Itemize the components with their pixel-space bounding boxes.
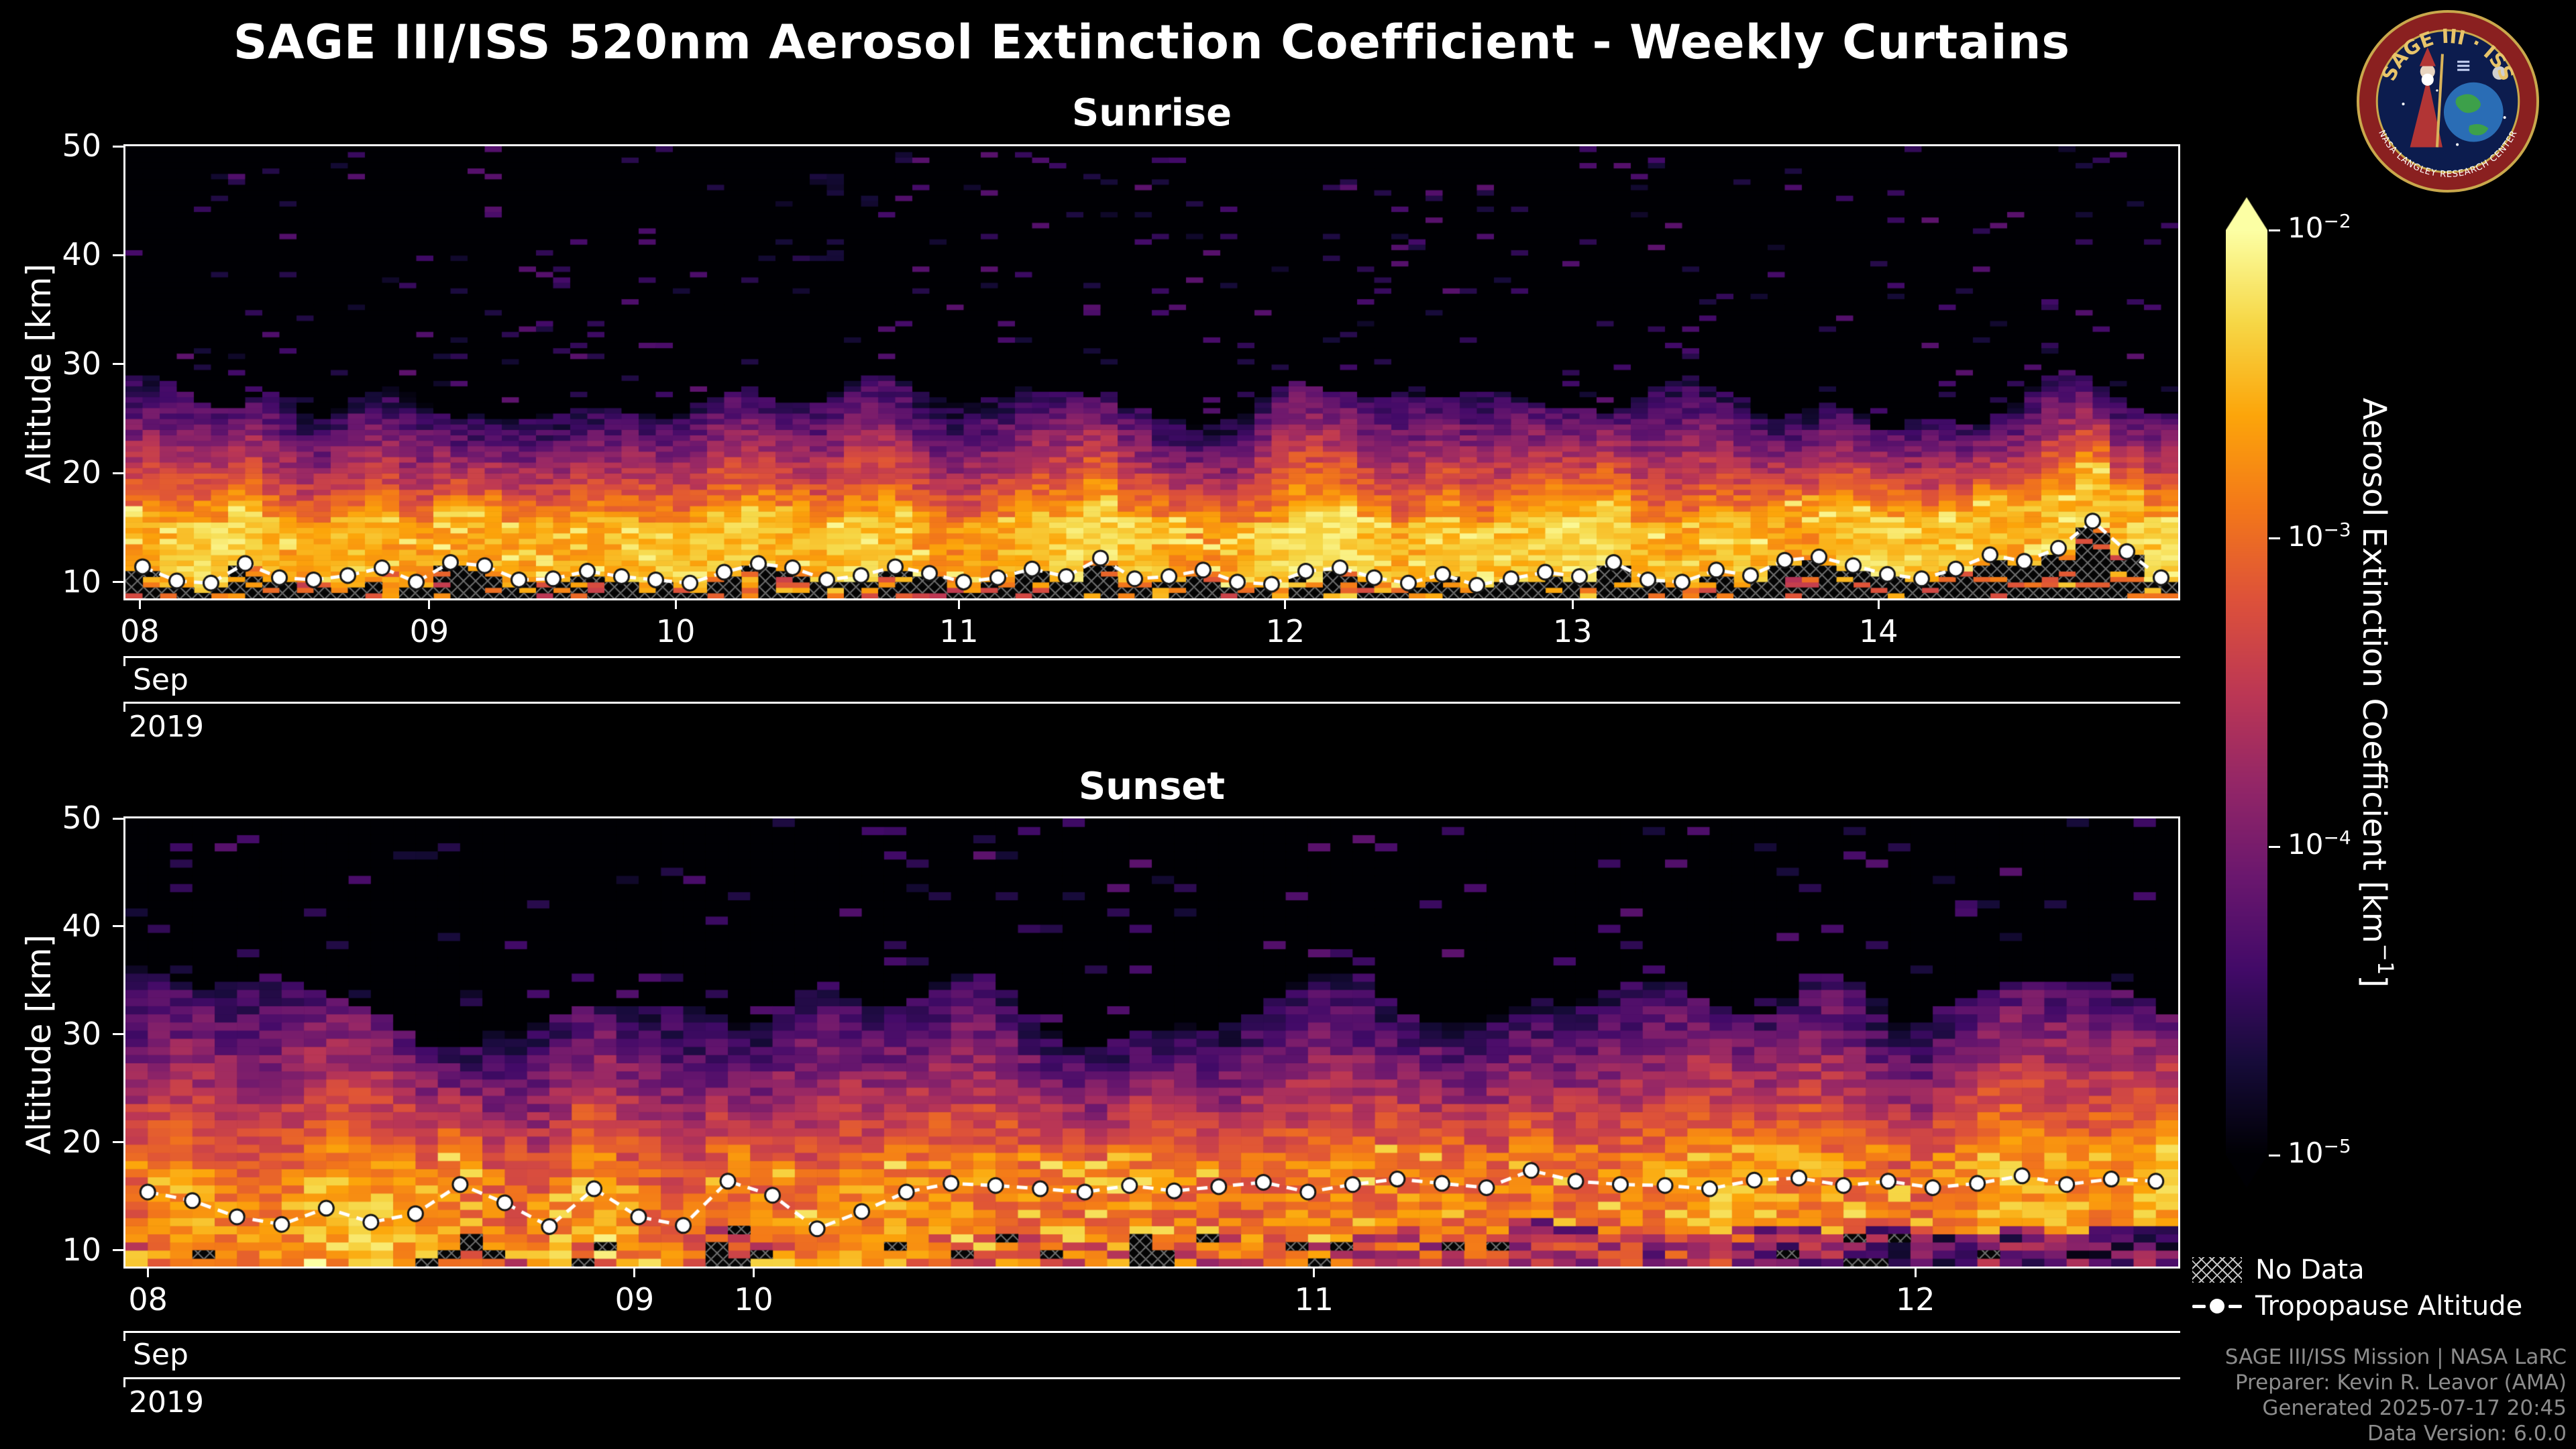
y-tick bbox=[113, 925, 123, 928]
x-tick bbox=[1914, 1267, 1917, 1277]
sunset-panel-title: Sunset bbox=[1078, 765, 1226, 808]
credit-preparer: Preparer: Kevin R. Leavor (AMA) bbox=[2235, 1371, 2567, 1395]
x-tick bbox=[147, 1267, 150, 1277]
y-tick-label: 20 bbox=[62, 454, 101, 491]
x-tick bbox=[1877, 598, 1880, 609]
x-tick bbox=[957, 598, 960, 609]
legend-no-data-row: No Data bbox=[2192, 1252, 2522, 1288]
y-tick bbox=[113, 472, 123, 474]
colorbar-tick bbox=[2269, 845, 2280, 848]
sunset-curtain-plot: 10 20 30 40 50 08 09 10 11 12 bbox=[62, 800, 2180, 1318]
credit-generated: Generated 2025-07-17 20:45 bbox=[2262, 1396, 2567, 1420]
y-tick-label: 20 bbox=[62, 1123, 101, 1160]
sunrise-curtain-plot: 10 20 30 40 50 08 09 10 11 12 13 14 bbox=[62, 127, 2180, 649]
sunset-month-axis-line bbox=[123, 1331, 2180, 1341]
x-tick-label: 11 bbox=[939, 613, 979, 649]
colorbar-gradient bbox=[2226, 197, 2267, 1188]
colorbar bbox=[2226, 197, 2267, 1188]
y-tick bbox=[113, 254, 123, 256]
y-tick-label: 40 bbox=[62, 236, 101, 273]
sunset-month-label: Sep bbox=[133, 1338, 189, 1372]
logo-earth-land bbox=[2455, 94, 2481, 113]
y-tick bbox=[113, 145, 123, 148]
y-tick-label: 10 bbox=[62, 563, 101, 600]
x-tick-label: 11 bbox=[1294, 1281, 1334, 1318]
credits: SAGE III/ISS Mission | NASA LaRC Prepare… bbox=[2225, 1344, 2567, 1446]
x-tick bbox=[1284, 598, 1287, 609]
y-tick-label: 50 bbox=[62, 800, 101, 836]
x-tick-label: 08 bbox=[128, 1281, 168, 1318]
credit-data-version: Data Version: 6.0.0 bbox=[2367, 1421, 2567, 1446]
x-tick bbox=[674, 598, 677, 609]
colorbar-ticks: 10−2 10−3 10−4 10−5 bbox=[2269, 197, 2416, 1188]
colorbar-tick bbox=[2269, 229, 2280, 231]
y-tick-label: 50 bbox=[62, 127, 101, 164]
x-tick bbox=[428, 598, 431, 609]
x-tick bbox=[633, 1267, 636, 1277]
x-tick bbox=[752, 1267, 755, 1277]
logo-gold-rim bbox=[2357, 10, 2539, 193]
colorbar-label-text: Aerosol Extinction Coefficient [km bbox=[2355, 397, 2393, 944]
no-data-hatch-icon bbox=[2192, 1257, 2242, 1283]
x-tick-label: 09 bbox=[409, 613, 449, 649]
x-tick-label: 08 bbox=[120, 613, 160, 649]
y-tick-label: 10 bbox=[62, 1231, 101, 1268]
y-tick-label: 30 bbox=[62, 345, 101, 382]
sunrise-year-label: 2019 bbox=[129, 710, 204, 744]
legend-no-data-label: No Data bbox=[2255, 1254, 2365, 1285]
x-tick-label: 10 bbox=[655, 613, 696, 649]
sunset-heatmap-canvas bbox=[125, 818, 2178, 1267]
x-tick-label: 12 bbox=[1265, 613, 1305, 649]
sunrise-month-axis-line bbox=[123, 656, 2180, 666]
y-tick-label: 30 bbox=[62, 1015, 101, 1052]
y-tick bbox=[113, 1249, 123, 1252]
colorbar-label-close: ] bbox=[2355, 975, 2393, 988]
colorbar-tick-label: 10−4 bbox=[2288, 826, 2351, 861]
y-tick-label: 40 bbox=[62, 907, 101, 944]
colorbar-label-exponent: −1 bbox=[2373, 943, 2398, 975]
x-tick bbox=[1313, 1267, 1316, 1277]
colorbar-tick-label: 10−5 bbox=[2288, 1135, 2351, 1169]
logo-earth-land2 bbox=[2469, 123, 2489, 136]
colorbar-tick-label: 10−2 bbox=[2288, 210, 2351, 244]
y-tick bbox=[113, 1033, 123, 1036]
colorbar-tick bbox=[2269, 537, 2280, 540]
sunrise-month-label: Sep bbox=[133, 663, 189, 697]
x-tick-label: 13 bbox=[1553, 613, 1593, 649]
sunset-year-label: 2019 bbox=[129, 1385, 204, 1419]
colorbar-tick bbox=[2269, 1154, 2280, 1157]
sunset-year-axis-line bbox=[123, 1377, 2180, 1387]
x-tick-label: 10 bbox=[734, 1281, 773, 1318]
tropopause-marker-icon bbox=[2192, 1299, 2242, 1313]
x-tick bbox=[138, 598, 141, 609]
sunrise-panel-title: Sunrise bbox=[1071, 91, 1232, 135]
sunrise-year-axis-line bbox=[123, 702, 2180, 712]
x-tick bbox=[1571, 598, 1574, 609]
x-tick-label: 14 bbox=[1858, 613, 1898, 649]
x-tick-label: 09 bbox=[614, 1281, 655, 1318]
figure-title: SAGE III/ISS 520nm Aerosol Extinction Co… bbox=[233, 15, 2071, 70]
y-tick bbox=[113, 1141, 123, 1144]
legend: No Data Tropopause Altitude bbox=[2192, 1252, 2522, 1324]
logo-iss-icon bbox=[2457, 60, 2470, 71]
y-tick bbox=[113, 817, 123, 820]
legend-tropopause-label: Tropopause Altitude bbox=[2255, 1291, 2523, 1322]
x-tick-label: 12 bbox=[1896, 1281, 1935, 1318]
sage-iii-iss-logo: SAGE III · ISS NASA LANGLEY RESEARCH CEN… bbox=[2357, 10, 2539, 193]
sunrise-heatmap-canvas bbox=[125, 146, 2178, 598]
colorbar-tick-label: 10−3 bbox=[2288, 518, 2351, 553]
y-tick bbox=[113, 581, 123, 584]
logo-moon-icon bbox=[2492, 66, 2506, 80]
colorbar-label: Aerosol Extinction Coefficient [km−1] bbox=[2347, 197, 2407, 1188]
logo-wizard-icon bbox=[2410, 47, 2444, 148]
y-tick bbox=[113, 363, 123, 366]
legend-tropopause-row: Tropopause Altitude bbox=[2192, 1288, 2522, 1324]
credit-mission: SAGE III/ISS Mission | NASA LaRC bbox=[2224, 1345, 2567, 1369]
